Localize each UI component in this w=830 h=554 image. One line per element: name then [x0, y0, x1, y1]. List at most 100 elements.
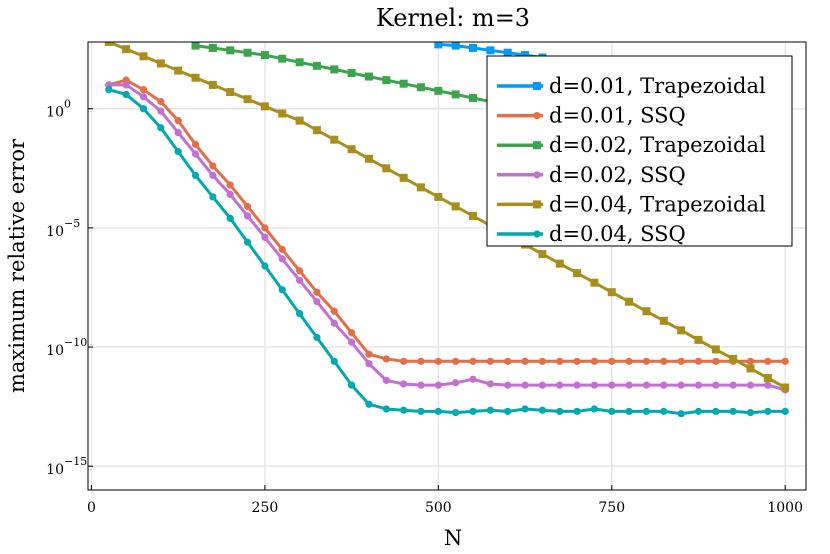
data-point	[226, 46, 235, 55]
data-point	[208, 80, 217, 89]
data-point	[399, 79, 408, 88]
data-point	[434, 86, 443, 95]
data-point	[677, 410, 685, 418]
data-point	[382, 405, 390, 413]
legend-item: d=0.01, Trapezoidal	[497, 74, 766, 98]
y-tick-label: 10−10	[46, 336, 87, 359]
data-point	[191, 171, 200, 180]
data-point	[625, 381, 633, 389]
data-point	[122, 81, 130, 89]
data-point	[295, 58, 304, 67]
data-point	[694, 335, 703, 344]
data-point	[781, 383, 790, 392]
data-point	[260, 51, 269, 60]
data-point	[295, 276, 304, 284]
data-point	[156, 59, 165, 68]
data-point	[348, 329, 356, 337]
data-point	[608, 407, 616, 415]
x-tick-label: 250	[252, 500, 279, 516]
data-point	[452, 357, 460, 365]
data-point	[330, 357, 338, 365]
data-point	[746, 381, 755, 389]
data-point	[382, 76, 391, 85]
y-tick-exponent: −5	[64, 217, 80, 230]
data-point	[313, 333, 321, 342]
legend-swatch-marker	[533, 141, 541, 150]
legend-swatch-marker	[533, 200, 541, 209]
y-tick-base: 10	[46, 462, 64, 478]
data-point	[417, 407, 425, 415]
data-point	[208, 43, 217, 52]
data-point	[122, 45, 131, 54]
legend-label: d=0.01, Trapezoidal	[549, 74, 766, 98]
data-point	[729, 354, 738, 363]
data-point	[521, 51, 530, 60]
data-point	[417, 357, 425, 365]
legend-swatch-marker	[533, 112, 541, 120]
data-point	[486, 380, 494, 388]
data-point	[330, 307, 338, 315]
legend-label: d=0.02, SSQ	[549, 163, 686, 187]
data-point	[400, 357, 408, 365]
data-point	[278, 255, 286, 263]
data-point	[122, 90, 130, 99]
data-point	[677, 326, 686, 335]
y-tick-base: 10	[46, 224, 64, 240]
data-point	[174, 128, 182, 137]
data-point	[157, 124, 165, 132]
data-point	[261, 224, 269, 232]
legend-item: d=0.02, SSQ	[497, 163, 686, 187]
data-point	[694, 357, 703, 365]
data-point	[243, 212, 252, 220]
y-tick-exponent: −10	[64, 336, 87, 349]
data-point	[712, 357, 720, 365]
data-point	[504, 407, 512, 415]
legend-label: d=0.04, Trapezoidal	[549, 192, 766, 216]
data-point	[608, 357, 616, 365]
data-point	[642, 307, 651, 316]
data-point	[764, 381, 772, 389]
data-point	[625, 297, 634, 306]
data-point	[469, 357, 477, 365]
data-point	[642, 357, 651, 365]
data-point	[711, 345, 720, 354]
data-point	[590, 278, 599, 287]
data-point	[677, 381, 685, 389]
data-point	[261, 262, 269, 270]
data-point	[399, 173, 408, 182]
legend-item: d=0.04, SSQ	[497, 222, 686, 246]
data-point	[226, 88, 235, 97]
data-point	[416, 83, 425, 92]
data-point	[191, 42, 200, 50]
data-point	[660, 381, 668, 389]
data-point	[625, 407, 633, 415]
data-point	[573, 357, 581, 365]
x-tick-label: 1000	[767, 500, 803, 516]
data-point	[764, 357, 772, 365]
data-point	[746, 364, 755, 373]
data-point	[382, 164, 391, 173]
data-point	[434, 381, 442, 389]
data-point	[521, 381, 529, 389]
legend-label: d=0.02, Trapezoidal	[549, 133, 766, 157]
data-point	[278, 109, 287, 118]
data-point	[556, 407, 564, 415]
data-point	[590, 381, 599, 389]
data-point	[295, 116, 304, 125]
data-point	[191, 150, 200, 158]
x-tick-label: 500	[425, 500, 452, 516]
data-point	[416, 183, 425, 192]
data-point	[226, 181, 234, 189]
data-point	[364, 154, 373, 163]
y-tick-exponent: 0	[64, 98, 71, 111]
data-point	[382, 355, 390, 363]
data-point	[174, 66, 183, 75]
data-point	[365, 400, 373, 408]
data-point	[313, 288, 321, 296]
data-point	[590, 405, 599, 413]
data-point	[312, 126, 321, 135]
chart-title: Kernel: m=3	[376, 4, 530, 32]
legend-swatch-marker	[533, 82, 541, 90]
data-point	[504, 381, 512, 389]
